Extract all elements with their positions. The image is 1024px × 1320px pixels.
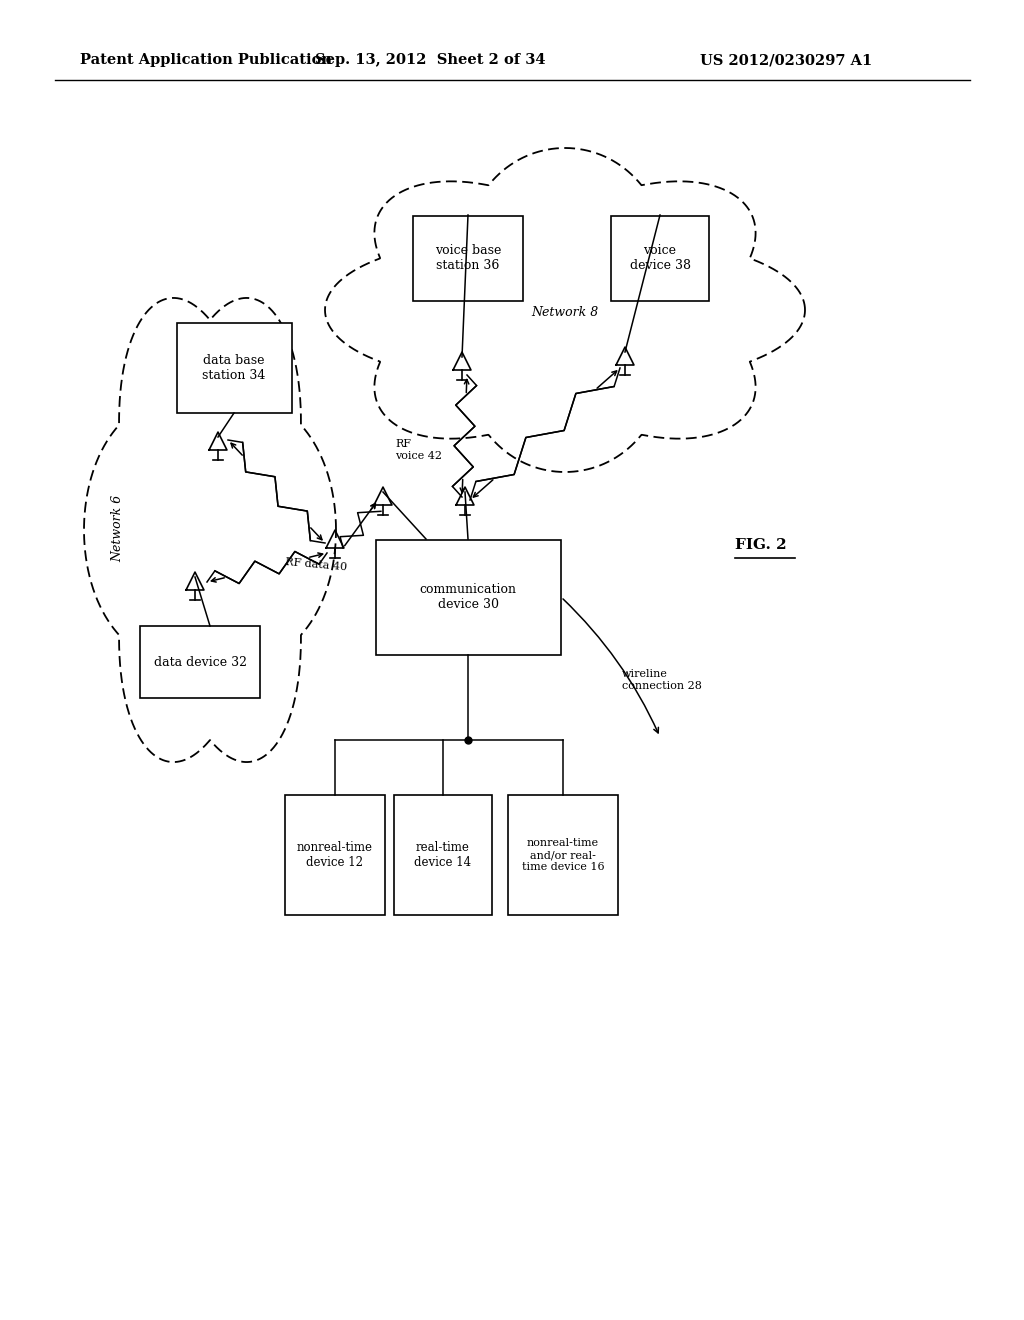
Bar [140,626,260,698]
Bar [285,795,385,915]
Text: Network 6: Network 6 [112,495,125,561]
Text: voice base
station 36: voice base station 36 [435,244,501,272]
Text: Network 8: Network 8 [531,305,599,318]
Bar [508,795,618,915]
Bar [176,323,292,413]
Text: FIG. 2: FIG. 2 [735,539,786,552]
Text: Sep. 13, 2012  Sheet 2 of 34: Sep. 13, 2012 Sheet 2 of 34 [314,53,545,67]
Bar [394,795,492,915]
Text: Patent Application Publication: Patent Application Publication [80,53,332,67]
Bar [376,540,560,655]
Text: data device 32: data device 32 [154,656,247,668]
Text: US 2012/0230297 A1: US 2012/0230297 A1 [700,53,872,67]
Text: real-time
device 14: real-time device 14 [415,841,472,869]
Bar [413,215,523,301]
Text: nonreal-time
device 12: nonreal-time device 12 [297,841,373,869]
Bar [611,215,709,301]
Text: data base
station 34: data base station 34 [203,354,265,381]
Text: nonreal-time
and/or real-
time device 16: nonreal-time and/or real- time device 16 [521,838,604,871]
Text: communication
device 30: communication device 30 [420,583,516,611]
Text: voice
device 38: voice device 38 [630,244,690,272]
Text: RF
voice 42: RF voice 42 [395,440,442,461]
Text: wireline
connection 28: wireline connection 28 [622,669,701,690]
Text: RF data 40: RF data 40 [285,557,347,573]
